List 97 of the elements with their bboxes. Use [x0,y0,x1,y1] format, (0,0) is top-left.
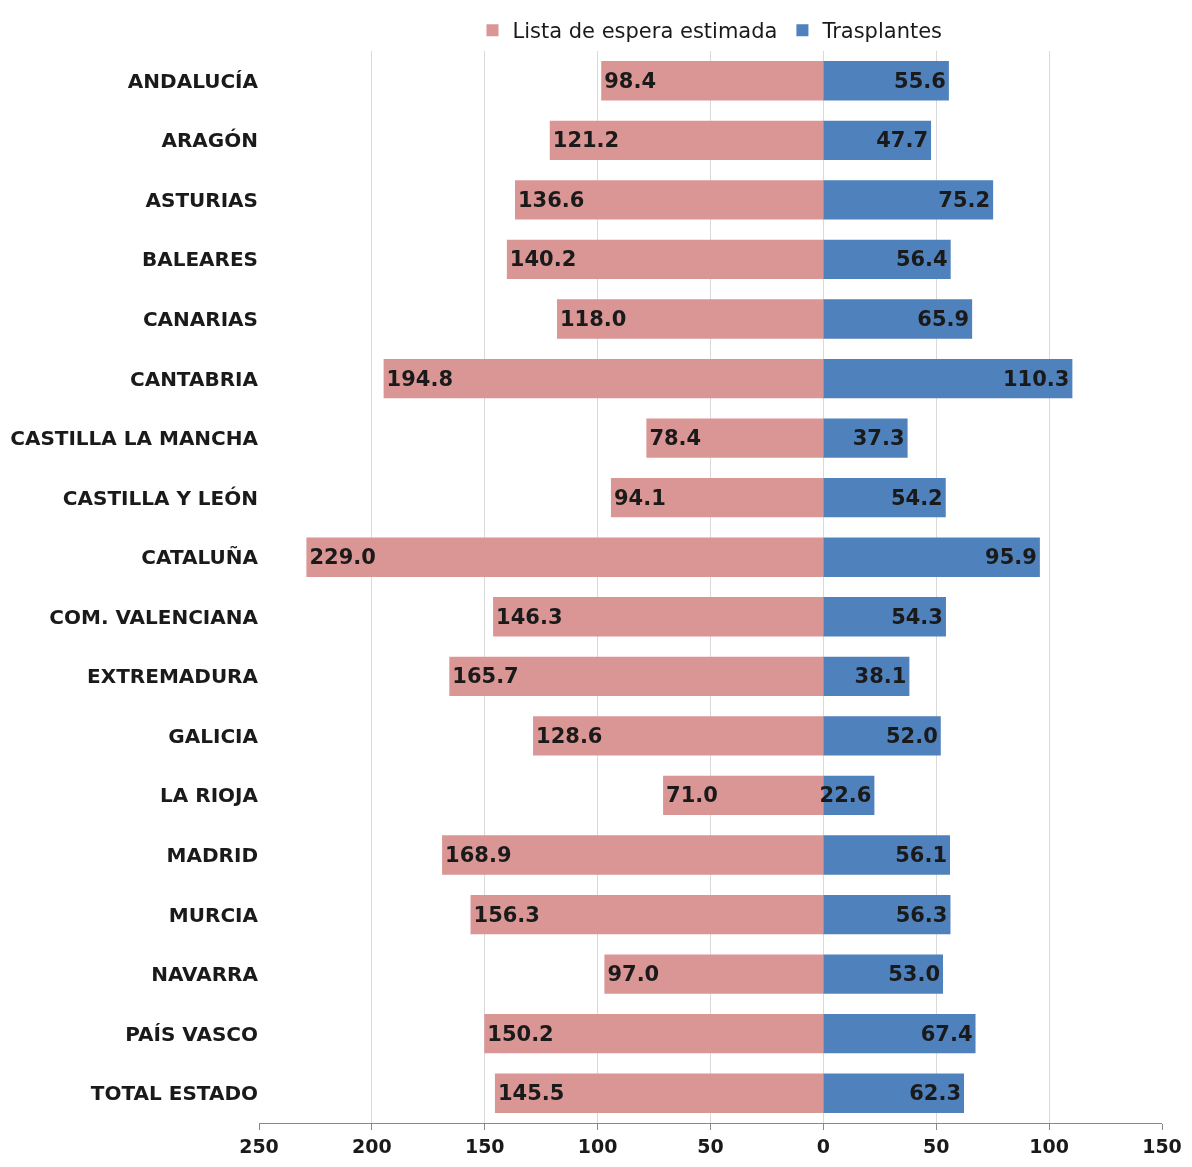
bar [306,537,824,577]
bar [449,656,824,696]
data-label: 54.2 [890,485,943,510]
bar [646,418,824,458]
data-label: 165.7 [452,664,519,689]
y-tick-label: BALEARES [141,247,258,272]
bar [823,61,949,101]
y-tick-label: EXTREMADURA [87,664,259,689]
y-tick-label: MADRID [166,843,258,867]
y-tick-label: TOTAL ESTADO [90,1081,258,1106]
y-tick-label: ANDALUCÍA [127,68,259,93]
data-label: 52.0 [885,723,938,748]
y-tick-label: PAÍS VASCO [125,1021,258,1046]
data-label: 194.8 [386,366,454,391]
x-tick-label: 0 [816,1134,830,1157]
y-tick-label: LA RIOJA [160,783,259,808]
data-label: 145.5 [497,1081,565,1106]
x-tick-label: 50 [697,1134,724,1157]
bar [493,597,824,637]
data-label: 47.7 [876,128,929,153]
data-label: 78.4 [649,426,702,451]
legend-label: Trasplantes [821,19,943,44]
x-tick-label: 100 [1029,1134,1069,1157]
data-label: 110.3 [1002,366,1070,391]
data-label: 37.3 [852,426,905,451]
data-label: 98.4 [604,68,657,93]
data-label: 121.2 [552,128,620,153]
bar [823,299,973,339]
y-tick-label: ASTURIAS [145,187,258,212]
data-label: 56.1 [895,843,948,867]
x-tick-label: 200 [352,1134,392,1157]
data-label: 146.3 [496,604,563,629]
data-label: 53.0 [888,962,941,987]
data-label: 71.0 [666,783,718,808]
bar [601,61,824,101]
bar [823,894,951,935]
bar [556,299,824,339]
bar [823,835,951,875]
x-tick-label: 250 [239,1134,279,1157]
bar [610,478,824,518]
bar [823,180,994,220]
bar [823,597,946,637]
data-label: 54.3 [891,604,943,629]
bar [823,418,908,458]
data-label: 168.9 [445,843,512,867]
x-tick-label: 150 [464,1134,505,1157]
bar [823,120,932,160]
bar [823,954,944,994]
bar [604,954,824,994]
bar [823,1073,965,1113]
bar [470,894,824,935]
data-label: 156.3 [473,902,540,927]
y-tick-label: CASTILLA LA MANCHA [10,426,259,451]
y-tick-label: GALICIA [168,723,259,748]
bar [549,120,824,160]
data-label: 95.9 [985,545,1037,570]
bar [484,1014,824,1054]
bar [823,716,941,756]
y-tick-label: CASTILLA Y LEÓN [62,485,258,510]
bar [515,180,824,220]
y-tick-label: NAVARRA [151,962,259,987]
bar [383,358,824,399]
bar [506,239,824,280]
data-label: 94.1 [613,485,666,510]
data-label: 75.2 [938,187,991,212]
data-label: 150.2 [487,1021,554,1046]
data-label: 97.0 [607,962,660,987]
bar [823,358,1073,399]
bar [533,716,824,756]
data-label: 55.6 [894,68,946,93]
data-label: 229.0 [309,545,376,570]
y-tick-label: COM. VALENCIANA [49,604,259,629]
bar [494,1073,824,1113]
y-tick-label: CATALUÑA [141,545,259,570]
y-tick-label: ARAGÓN [161,128,258,153]
data-label: 67.4 [920,1021,973,1046]
bar [823,478,946,518]
data-label: 140.2 [509,247,577,272]
data-label: 56.4 [895,247,948,272]
y-tick-label: CANARIAS [142,307,258,331]
data-label: 38.1 [854,664,907,689]
bar [823,239,951,280]
y-tick-label: CANTABRIA [129,366,259,391]
legend-label: Lista de espera estimada [512,19,778,44]
y-tick-label: MURCIA [168,902,259,927]
data-label: 128.6 [536,723,603,748]
x-tick-label: 150 [1142,1134,1182,1157]
x-tick-label: 50 [923,1134,950,1157]
data-label: 118.0 [559,307,627,331]
data-label: 65.9 [917,307,970,331]
data-label: 62.3 [909,1081,962,1106]
bar [823,537,1040,577]
data-label: 136.6 [518,187,585,212]
bar [442,835,824,875]
bar [823,1014,976,1054]
data-label: 56.3 [895,902,948,927]
x-tick-label: 100 [577,1134,618,1157]
